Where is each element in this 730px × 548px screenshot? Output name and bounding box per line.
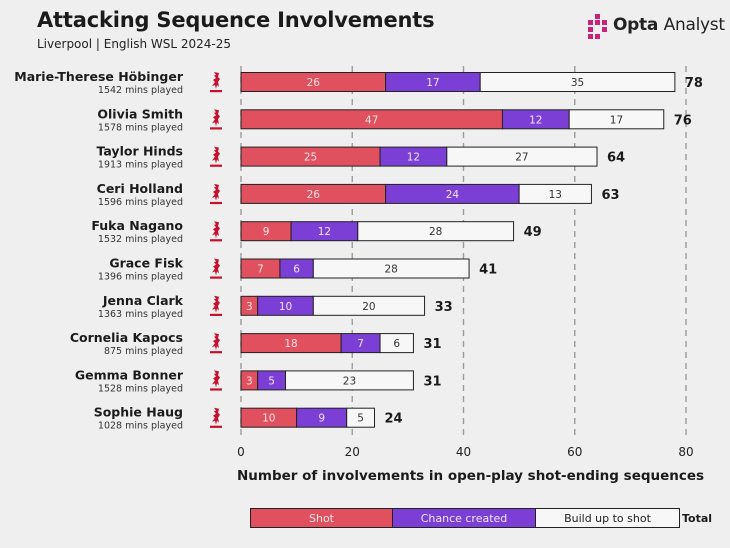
legend-shot: Shot [250,508,393,528]
player-mins: 1532 mins played [98,234,183,245]
player-name: Olivia Smith [97,106,183,121]
bar-total-label: 64 [607,151,625,166]
bar-value-label: 5 [357,413,364,425]
bar-value-label: 20 [362,301,375,313]
bar-value-label: 18 [284,338,297,350]
player-mins: 875 mins played [104,346,183,357]
player-name: Ceri Holland [97,181,183,196]
liverpool-crest-icon [210,295,222,316]
bar-value-label: 25 [304,152,317,164]
bar-value-label: 6 [293,264,300,276]
bar-segment-build-up [518,183,592,204]
bar-value-label: 27 [515,152,528,164]
page-subtitle: Liverpool | English WSL 2024-25 [37,37,232,51]
bar-segment-build-up [312,258,470,279]
bar-value-label: 35 [571,77,584,89]
bar-total-label: 41 [479,263,497,278]
bar-value-label: 6 [393,338,400,350]
bar-value-label: 10 [262,413,275,425]
bar-total-label: 49 [524,225,542,240]
bar-total-label: 63 [601,188,619,203]
bar-total-label: 78 [685,76,703,91]
bar-total-label: 33 [435,300,453,315]
bar-segment-build-up [379,333,414,354]
x-tick-label: 40 [456,445,471,459]
x-tick-label: 60 [567,445,582,459]
bar-value-label: 47 [365,114,378,126]
x-tick-label: 0 [237,445,245,459]
bar-segment-build-up [568,109,665,130]
player-name: Cornelia Kapocs [70,330,183,345]
player-name: Grace Fisk [109,256,183,271]
bar-value-label: 12 [529,114,542,126]
player-name: Jenna Clark [102,293,184,308]
liverpool-crest-icon [210,370,222,391]
bar-value-label: 28 [429,226,442,238]
bar-value-label: 9 [318,413,325,425]
x-tick-label: 20 [345,445,360,459]
bar-value-label: 7 [357,338,364,350]
player-mins: 1578 mins played [98,122,183,133]
player-name: Fuka Nagano [91,218,183,233]
bar-value-label: 12 [318,226,331,238]
bar-segment-build-up [312,295,426,316]
bar-value-label: 9 [263,226,270,238]
bar-total-label: 24 [385,412,403,427]
player-name: Taylor Hinds [96,144,183,159]
player-name: Sophie Haug [94,405,183,420]
x-axis-label: Number of involvements in open-play shot… [237,468,705,484]
bar-value-label: 17 [610,114,623,126]
bar-total-label: 76 [674,113,692,128]
bar-value-label: 12 [407,152,420,164]
player-mins: 1596 mins played [98,197,183,208]
player-mins: 1542 mins played [98,85,183,96]
bar-segment-build-up [446,146,598,167]
player-name: Marie-Therese Höbinger [14,69,184,84]
liverpool-crest-icon [210,146,222,167]
opta-logo-icon [588,14,607,39]
page-title: Attacking Sequence Involvements [37,8,435,32]
liverpool-crest-icon [210,333,222,354]
bar-value-label: 10 [279,301,292,313]
liverpool-crest-icon [210,258,222,279]
bar-value-label: 26 [307,77,321,89]
player-mins: 1028 mins played [98,421,183,432]
bar-total-label: 31 [423,374,441,389]
brand-light: Analyst [663,15,725,35]
bar-segment-build-up [357,221,515,242]
legend: Shot Chance created Build up to shot [250,508,680,528]
liverpool-crest-icon [210,109,222,130]
player-mins: 1528 mins played [98,383,183,394]
player-mins: 1363 mins played [98,309,183,320]
bar-value-label: 5 [268,375,275,387]
liverpool-crest-icon [210,72,222,93]
x-tick-label: 80 [678,445,693,459]
player-name: Gemma Bonner [75,367,184,382]
legend-chance-created: Chance created [393,508,536,528]
bar-value-label: 24 [446,189,460,201]
bar-value-label: 26 [307,189,321,201]
bar-total-label: 31 [423,337,441,352]
player-mins: 1913 mins played [98,160,183,171]
bar-value-label: 13 [549,189,562,201]
bar-value-label: 28 [385,264,398,276]
bar-segment-build-up [346,407,375,428]
liverpool-crest-icon [210,407,222,428]
bar-segment-build-up [479,72,676,92]
legend-build-up: Build up to shot [536,508,680,528]
bar-value-label: 23 [343,375,356,387]
brand-strong: Opta [613,15,659,35]
brand-name: Opta Analyst [613,15,725,35]
legend-total: Total [682,512,713,525]
liverpool-crest-icon [210,183,222,205]
bar-segment-build-up [285,370,414,391]
bar-value-label: 3 [246,301,253,313]
player-mins: 1396 mins played [98,272,183,283]
bar-value-label: 3 [246,375,253,387]
bar-value-label: 7 [257,264,264,276]
bar-value-label: 17 [426,77,439,89]
liverpool-crest-icon [210,221,222,242]
